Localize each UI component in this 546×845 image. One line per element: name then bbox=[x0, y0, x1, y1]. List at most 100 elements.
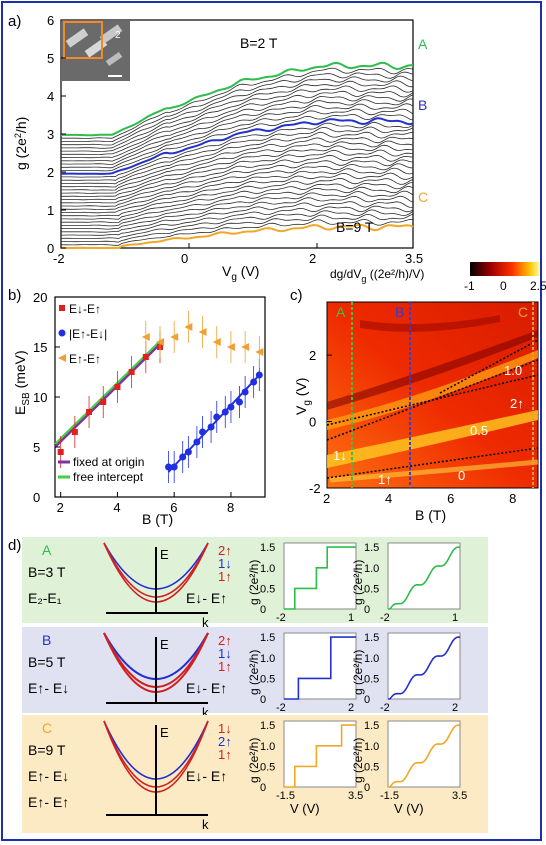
trace-gray bbox=[61, 121, 414, 178]
point-circle bbox=[250, 378, 258, 386]
point-triangle bbox=[241, 343, 250, 351]
energy-axis-label: E bbox=[160, 725, 169, 740]
g-ytick-label: 0 bbox=[364, 604, 370, 616]
momentum-axis-label: k bbox=[202, 817, 209, 832]
g-ytick-label: 1.5 bbox=[260, 542, 275, 554]
g-ylabel: g (2e²/h) bbox=[247, 560, 261, 605]
g-xtick-label: 1 bbox=[348, 612, 354, 624]
panel-a-y-ticks: 0 1 2 3 4 5 6 bbox=[47, 13, 66, 256]
row-energy-right: E↓- E↑ bbox=[186, 590, 227, 606]
trace-gray bbox=[60, 75, 414, 146]
g-ytick-label: 0 bbox=[260, 782, 266, 794]
g-ylabel: g (2e²/h) bbox=[351, 560, 365, 605]
point-triangle bbox=[226, 343, 235, 351]
g-ytick-label: 1.0 bbox=[364, 653, 379, 665]
legend-marker bbox=[58, 329, 66, 337]
level-label: 2↑ bbox=[218, 734, 232, 749]
panel-a-xlabel: Vg (V) bbox=[222, 263, 259, 283]
panel-b-label: b) bbox=[8, 287, 21, 304]
conductance-trace bbox=[284, 724, 356, 788]
c-xtick-label: 6 bbox=[447, 491, 454, 506]
g-ytick-label: 1.5 bbox=[260, 720, 275, 732]
level-label: 1↓ bbox=[218, 556, 232, 571]
row-letter: A bbox=[42, 542, 52, 558]
conductance-plot-axes bbox=[283, 542, 357, 610]
trace-gray bbox=[61, 163, 414, 207]
level-label: 1↑ bbox=[218, 569, 232, 584]
g-ytick-label: 1.5 bbox=[364, 542, 379, 554]
point-circle bbox=[184, 448, 192, 456]
trace-gray bbox=[61, 186, 414, 224]
conductance-trace bbox=[284, 636, 356, 700]
trace-gray bbox=[61, 159, 414, 204]
g-ytick-label: 0.5 bbox=[260, 761, 275, 773]
trace-label-b: B bbox=[418, 97, 427, 113]
panel-d-label: d) bbox=[8, 537, 21, 554]
legend-label: E↑-E↑ bbox=[69, 352, 101, 366]
panel-b-xlabel: B (T) bbox=[142, 511, 173, 527]
point-square bbox=[100, 399, 107, 405]
c-ytick-label: 2 bbox=[309, 348, 316, 363]
trace-gray bbox=[60, 126, 414, 181]
point-square bbox=[142, 354, 149, 360]
panel-a-label: a) bbox=[8, 13, 21, 30]
point-square bbox=[114, 384, 121, 390]
panel-b-ylabel: ESB (meV) bbox=[12, 350, 32, 415]
level-label: 1↑ bbox=[218, 747, 232, 762]
point-circle bbox=[235, 398, 243, 406]
g-ylabel: g (2e²/h) bbox=[351, 650, 365, 695]
panel-c-xlabel: B (T) bbox=[415, 507, 446, 523]
point-triangle bbox=[198, 328, 207, 336]
colorbar-label: dg/dVg ((2e²/h)/V) bbox=[330, 267, 424, 284]
colorbar-ticks: -1 0 2.5 bbox=[464, 279, 546, 293]
colorbar-tick: -1 bbox=[464, 279, 475, 293]
level-label: 1↓ bbox=[218, 646, 232, 661]
plateau-1up: 1↑ bbox=[378, 472, 392, 487]
g-ytick-label: 0 bbox=[364, 782, 370, 794]
trace-gray bbox=[61, 209, 414, 239]
b-xtick-label: 6 bbox=[170, 500, 177, 515]
trace-gray bbox=[61, 98, 414, 162]
energy-axis-label: E bbox=[160, 547, 169, 562]
row-letter: C bbox=[42, 720, 52, 736]
b-ytick-label: 10 bbox=[33, 390, 47, 405]
g-xtick-label: -2 bbox=[276, 702, 286, 714]
g-xtick-label: -1.5 bbox=[276, 790, 295, 802]
a-ytick-label: 6 bbox=[47, 13, 54, 28]
g-xtick-label: -2 bbox=[380, 612, 390, 624]
level-label: 2↑ bbox=[218, 633, 232, 648]
trace-gray bbox=[61, 71, 414, 143]
trace-gray bbox=[61, 80, 414, 149]
trace-gray bbox=[61, 131, 414, 185]
g-ylabel: g (2e²/h) bbox=[247, 650, 261, 695]
g-ylabel: g (2e²/h) bbox=[247, 738, 261, 783]
trace-gray bbox=[61, 113, 414, 172]
level-label: 1↓ bbox=[218, 721, 232, 736]
b-ytick-label: 5 bbox=[33, 440, 40, 455]
panel-c-x-ticks: 2 4 6 8 bbox=[323, 491, 516, 506]
c-xtick-label: 4 bbox=[385, 491, 392, 506]
g-xtick-label: 2 bbox=[348, 702, 354, 714]
c-ytick-label: 0 bbox=[309, 415, 316, 430]
a-ytick-label: 0 bbox=[47, 241, 54, 256]
boundary-line-3 bbox=[326, 374, 539, 426]
g-xtick-label: 1 bbox=[452, 612, 458, 624]
conductance-plot-axes bbox=[387, 720, 461, 788]
trace-gray bbox=[61, 167, 414, 210]
trace-gray bbox=[61, 172, 414, 214]
colorbar bbox=[470, 262, 540, 276]
panel-a-top-label: B=2 T bbox=[240, 35, 278, 51]
trace-gray bbox=[61, 182, 414, 220]
panel-a-inset-image: 2 bbox=[62, 21, 130, 81]
trace-gray bbox=[60, 154, 414, 201]
b-ytick-label: 20 bbox=[33, 290, 47, 305]
point-square bbox=[128, 369, 135, 375]
heatmap-bands bbox=[327, 315, 539, 483]
g-ytick-label: 0.5 bbox=[260, 673, 275, 685]
conductance-trace bbox=[388, 724, 461, 788]
panel-c-label: c) bbox=[290, 287, 303, 304]
cut-label-c: C bbox=[518, 304, 528, 320]
